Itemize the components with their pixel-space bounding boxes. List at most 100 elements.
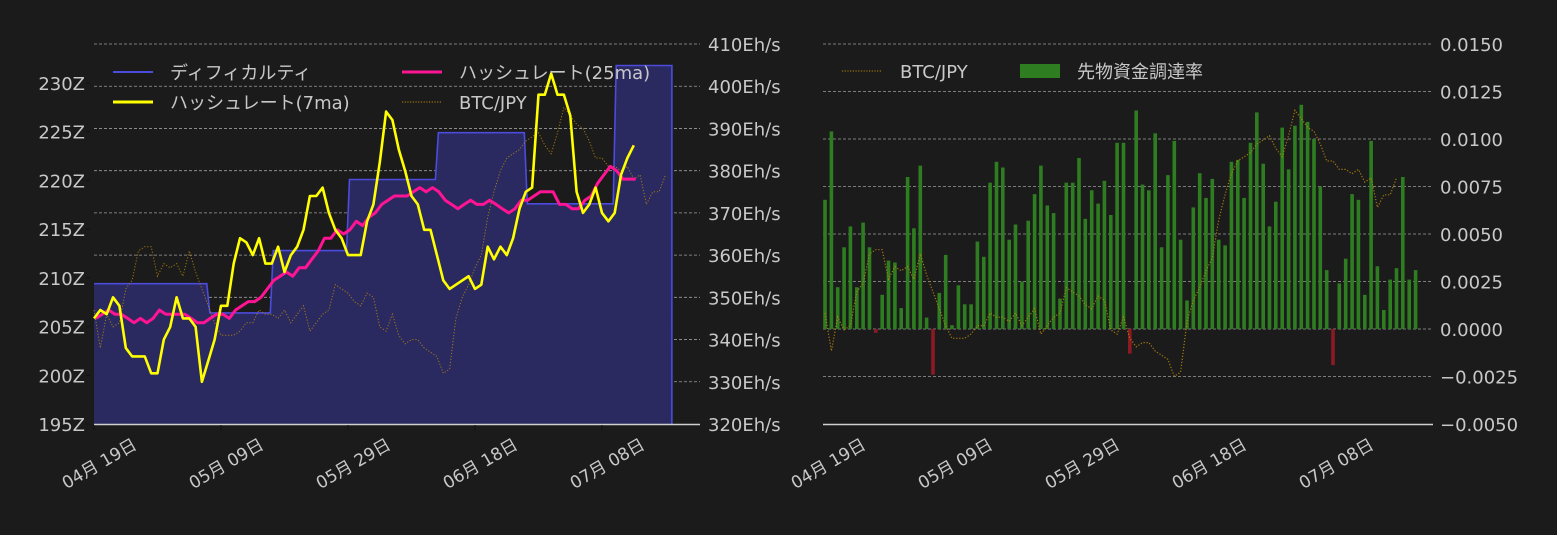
- funding-bar-positive: [1102, 180, 1107, 329]
- funding-rate-chart: −0.0050 −0.0025 0.0000 0.0025 0.0050 0.0075 0.…: [788, 35, 1518, 494]
- funding-bar-positive: [893, 262, 897, 329]
- funding-bar-positive: [1178, 239, 1183, 329]
- left-y-tick-label: 200Z: [38, 366, 85, 387]
- funding-bar-positive: [918, 165, 923, 329]
- funding-bar-positive: [1248, 142, 1253, 329]
- funding-bar-positive: [1172, 140, 1177, 329]
- funding-bar-positive: [1121, 142, 1126, 329]
- funding-bar-positive: [829, 131, 834, 329]
- legend-label: ディフィカルティ: [170, 63, 311, 84]
- funding-bar-positive: [1255, 112, 1259, 330]
- legend-label: BTC/JPY: [459, 93, 528, 114]
- funding-bar-positive: [1356, 199, 1361, 329]
- funding-bar-positive: [912, 228, 916, 329]
- funding-bar-negative: [1128, 329, 1132, 354]
- funding-bar-positive: [1413, 270, 1418, 329]
- right-y-tick-label: 400Eh/s: [708, 77, 781, 98]
- funding-bar-positive: [861, 222, 865, 329]
- funding-rate-bars: [823, 104, 1418, 375]
- funding-bar-positive: [1375, 266, 1380, 329]
- funding-bar-positive: [1280, 127, 1284, 329]
- funding-bar-positive: [1261, 163, 1265, 329]
- left-y-tick-label: 195Z: [38, 415, 85, 436]
- legend-label: ハッシュレート(7ma): [170, 93, 350, 114]
- x-tick-label: 07月 08日: [567, 435, 649, 494]
- difficulty-fill: [94, 65, 672, 424]
- funding-bar-positive: [937, 292, 942, 329]
- x-tick-label: 04月 19日: [788, 435, 870, 494]
- right-y-tick-label: 410Eh/s: [708, 35, 781, 56]
- funding-bar-positive: [1363, 294, 1367, 329]
- funding-bar-positive: [1223, 245, 1227, 329]
- right-y-tick-label: 0.0000: [1440, 320, 1503, 341]
- right-y-tick-label: −0.0025: [1440, 368, 1518, 389]
- funding-bar-positive: [1216, 239, 1221, 329]
- right-y-tick-label: 360Eh/s: [708, 246, 781, 267]
- funding-bar-positive: [1210, 178, 1215, 329]
- funding-bar-positive: [1039, 165, 1043, 329]
- funding-bar-positive: [1013, 224, 1018, 329]
- funding-bar-positive: [1274, 201, 1278, 329]
- funding-bar-positive: [1089, 190, 1094, 329]
- x-tick-label: 07月 08日: [1296, 435, 1378, 494]
- funding-bar-positive: [1305, 121, 1310, 330]
- x-tick-label: 05月 29日: [313, 435, 395, 494]
- funding-bar-positive: [1324, 270, 1329, 329]
- funding-bar-positive: [1197, 173, 1202, 329]
- funding-bar-positive: [1299, 104, 1304, 329]
- funding-bar-positive: [867, 247, 872, 329]
- funding-bar-positive: [1109, 215, 1113, 329]
- funding-bar-positive: [1115, 142, 1119, 329]
- right-y-tick-label: 0.0100: [1440, 130, 1503, 151]
- funding-bar-positive: [1140, 184, 1145, 329]
- funding-bar-positive: [1312, 139, 1316, 329]
- funding-bar-positive: [969, 304, 973, 329]
- funding-bar-positive: [1242, 197, 1246, 329]
- funding-bar-positive: [842, 247, 846, 329]
- funding-bar-positive: [1153, 133, 1157, 329]
- left-y-tick-label: 215Z: [38, 220, 85, 241]
- funding-bar-positive: [1070, 182, 1075, 329]
- funding-bar-positive: [1293, 125, 1297, 329]
- left-y-tick-label: 210Z: [38, 269, 85, 290]
- difficulty-series: [94, 64, 673, 425]
- right-y-tick-label: 350Eh/s: [708, 288, 781, 309]
- funding-bar-positive: [1051, 213, 1056, 329]
- funding-bar-positive: [1382, 310, 1386, 329]
- right-y-tick-label: 340Eh/s: [708, 331, 781, 352]
- funding-bar-positive: [1134, 110, 1138, 329]
- funding-bar-positive: [1083, 218, 1088, 329]
- funding-bar-positive: [975, 241, 980, 329]
- funding-bar-positive: [962, 304, 967, 329]
- funding-bar-positive: [1343, 258, 1348, 329]
- funding-bar-positive: [1026, 220, 1030, 329]
- right-y-tick-label: 330Eh/s: [708, 373, 781, 394]
- x-tick-label: 06月 18日: [440, 435, 522, 494]
- funding-bar-negative: [1331, 329, 1335, 366]
- funding-bar-positive: [1350, 194, 1354, 329]
- funding-bar-positive: [1032, 194, 1037, 329]
- funding-bar-positive: [1236, 159, 1240, 329]
- hashrate-difficulty-chart: 195Z 200Z 205Z 210Z 215Z 220Z 225Z 230Z 320Eh/s 3…: [38, 35, 780, 494]
- difficulty-line: [94, 64, 673, 425]
- right-y-tick-label: 320Eh/s: [708, 415, 781, 436]
- funding-bar-positive: [835, 287, 840, 329]
- funding-bar-positive: [1007, 239, 1011, 329]
- funding-bar-positive: [1058, 298, 1062, 329]
- funding-bar-positive: [1147, 190, 1151, 329]
- right-y-tick-label: 0.0150: [1440, 35, 1503, 56]
- right-axes: −0.0050 −0.0025 0.0000 0.0025 0.0050 0.0075 0.…: [788, 35, 1518, 494]
- funding-bar-positive: [994, 161, 999, 329]
- funding-bar-positive: [1388, 279, 1392, 329]
- funding-bar-positive: [982, 256, 986, 329]
- x-tick-label: 05月 09日: [186, 435, 268, 494]
- funding-bar-negative: [874, 329, 878, 333]
- funding-bar-positive: [905, 177, 910, 329]
- funding-bar-positive: [1077, 158, 1081, 329]
- funding-bar-positive: [943, 254, 948, 329]
- hashrate-7ma-line: [92, 72, 635, 384]
- funding-bar-positive: [950, 325, 954, 329]
- funding-bar-positive: [823, 199, 827, 329]
- funding-bar-positive: [1064, 182, 1069, 329]
